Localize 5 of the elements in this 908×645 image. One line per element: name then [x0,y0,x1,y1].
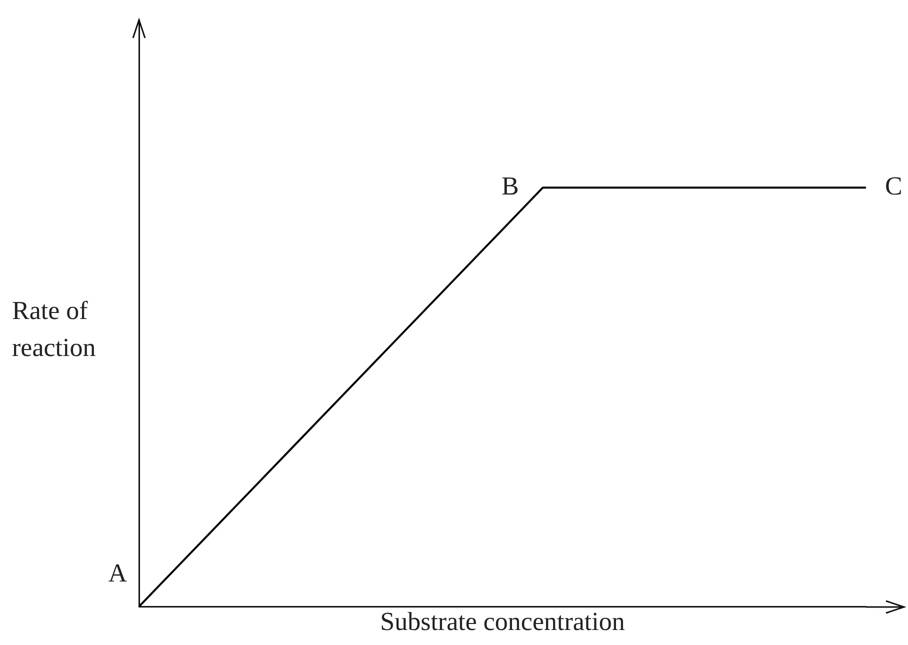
y-axis-title: Rate of reaction [12,295,97,364]
text: A [108,558,128,588]
x-axis-title: Substrate concentration [380,607,625,636]
annotation: B [502,171,519,200]
text: C [885,171,902,200]
